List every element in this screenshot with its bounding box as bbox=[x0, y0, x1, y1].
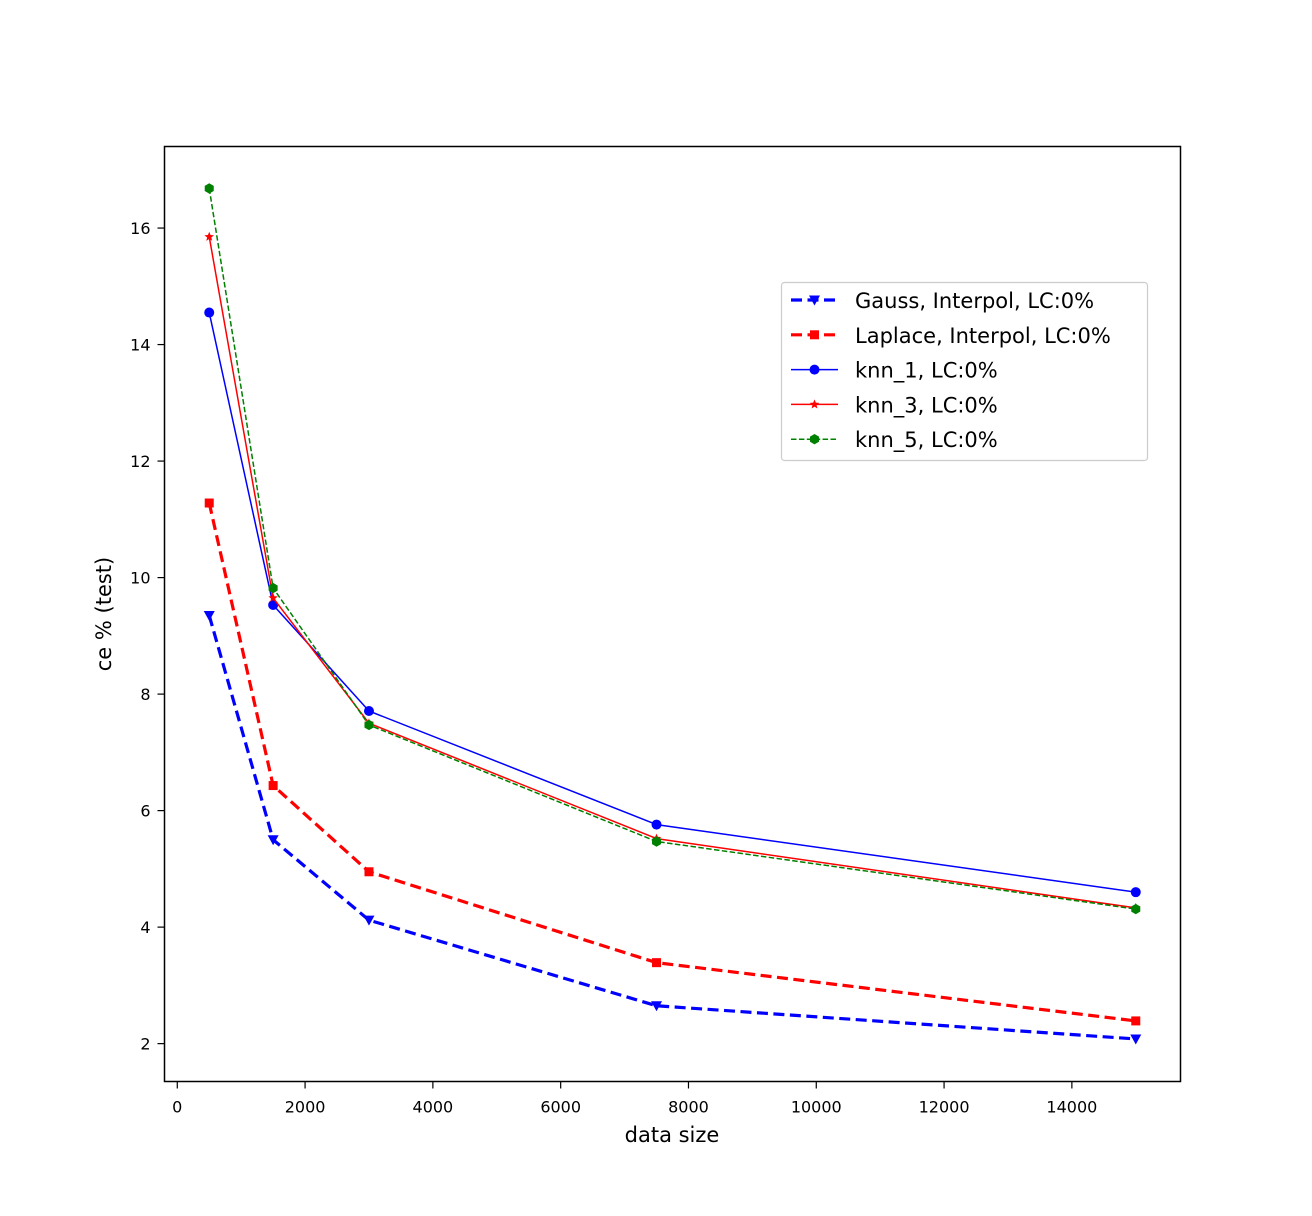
y-tick-label-7: 16 bbox=[130, 219, 150, 238]
series-2-point-0 bbox=[204, 307, 215, 318]
y-tick-label-2: 6 bbox=[140, 802, 150, 821]
series-4 bbox=[204, 183, 1141, 915]
legend-label-2: knn_1, LC:0% bbox=[855, 359, 998, 384]
y-tick-label-5: 12 bbox=[130, 452, 150, 471]
x-tick-label-2: 4000 bbox=[413, 1098, 454, 1117]
series-1-point-1 bbox=[268, 781, 278, 791]
series-2-point-2 bbox=[363, 705, 374, 716]
x-tick-label-7: 14000 bbox=[1046, 1098, 1097, 1117]
series-3-point-1 bbox=[268, 592, 278, 603]
series-0-point-3 bbox=[651, 1001, 663, 1012]
series-layer bbox=[203, 183, 1142, 1045]
series-2-point-4 bbox=[1130, 887, 1141, 898]
legend-marker-0 bbox=[809, 295, 820, 306]
x-axis: 0 2000 4000 6000 8000 10000 12000 14000 bbox=[172, 1081, 1097, 1117]
legend-label-4: knn_5, LC:0% bbox=[855, 428, 998, 453]
x-tick-label-5: 10000 bbox=[791, 1098, 842, 1117]
series-2-point-3 bbox=[651, 819, 662, 830]
y-tick-label-4: 10 bbox=[130, 569, 150, 588]
series-0 bbox=[203, 610, 1142, 1045]
series-4-point-1 bbox=[268, 582, 278, 594]
series-0-point-0 bbox=[203, 610, 215, 621]
y-tick-label-3: 8 bbox=[140, 685, 150, 704]
series-1 bbox=[204, 498, 1141, 1026]
y-axis-label: ce % (test) bbox=[92, 557, 116, 672]
series-3-point-0 bbox=[204, 231, 214, 241]
series-1-point-3 bbox=[652, 958, 662, 968]
x-tick-label-0: 0 bbox=[172, 1098, 182, 1117]
series-4-point-4 bbox=[1131, 903, 1141, 915]
legend-label-0: Gauss, Interpol, LC:0% bbox=[855, 289, 1094, 313]
series-1-point-4 bbox=[1131, 1016, 1141, 1026]
x-tick-label-3: 6000 bbox=[540, 1098, 581, 1117]
series-1-point-0 bbox=[204, 498, 214, 508]
legend: Gauss, Interpol, LC:0% Laplace, Interpol,… bbox=[780, 281, 1149, 462]
legend-entries: Gauss, Interpol, LC:0% Laplace, Interpol,… bbox=[791, 289, 1111, 453]
series-0-point-1 bbox=[267, 835, 279, 846]
plot-frame bbox=[163, 145, 1182, 1083]
series-2 bbox=[204, 307, 1141, 898]
series-0-point-4 bbox=[1130, 1034, 1142, 1045]
legend-label-1: Laplace, Interpol, LC:0% bbox=[855, 324, 1111, 348]
x-tick-label-4: 8000 bbox=[668, 1098, 709, 1117]
y-tick-label-1: 4 bbox=[140, 918, 150, 937]
legend-marker-3 bbox=[809, 399, 820, 409]
legend-label-3: knn_3, LC:0% bbox=[855, 393, 998, 418]
series-line-0 bbox=[207, 615, 1136, 1041]
y-tick-label-6: 14 bbox=[130, 336, 150, 355]
y-axis: 2 4 6 8 10 12 14 16 bbox=[130, 219, 165, 1054]
series-1-point-2 bbox=[364, 867, 374, 877]
x-tick-label-6: 12000 bbox=[919, 1098, 970, 1117]
x-tick-label-1: 2000 bbox=[285, 1098, 326, 1117]
y-tick-label-0: 2 bbox=[140, 1035, 150, 1054]
legend-marker-2 bbox=[809, 364, 820, 375]
series-0-point-2 bbox=[363, 915, 375, 926]
legend-frame bbox=[780, 281, 1149, 462]
x-axis-label: data size bbox=[625, 1123, 720, 1147]
legend-marker-1 bbox=[810, 330, 819, 340]
legend-marker-4 bbox=[809, 434, 820, 445]
series-4-point-0 bbox=[204, 183, 214, 194]
series-4-point-3 bbox=[652, 836, 662, 847]
series-4-point-2 bbox=[364, 719, 374, 731]
